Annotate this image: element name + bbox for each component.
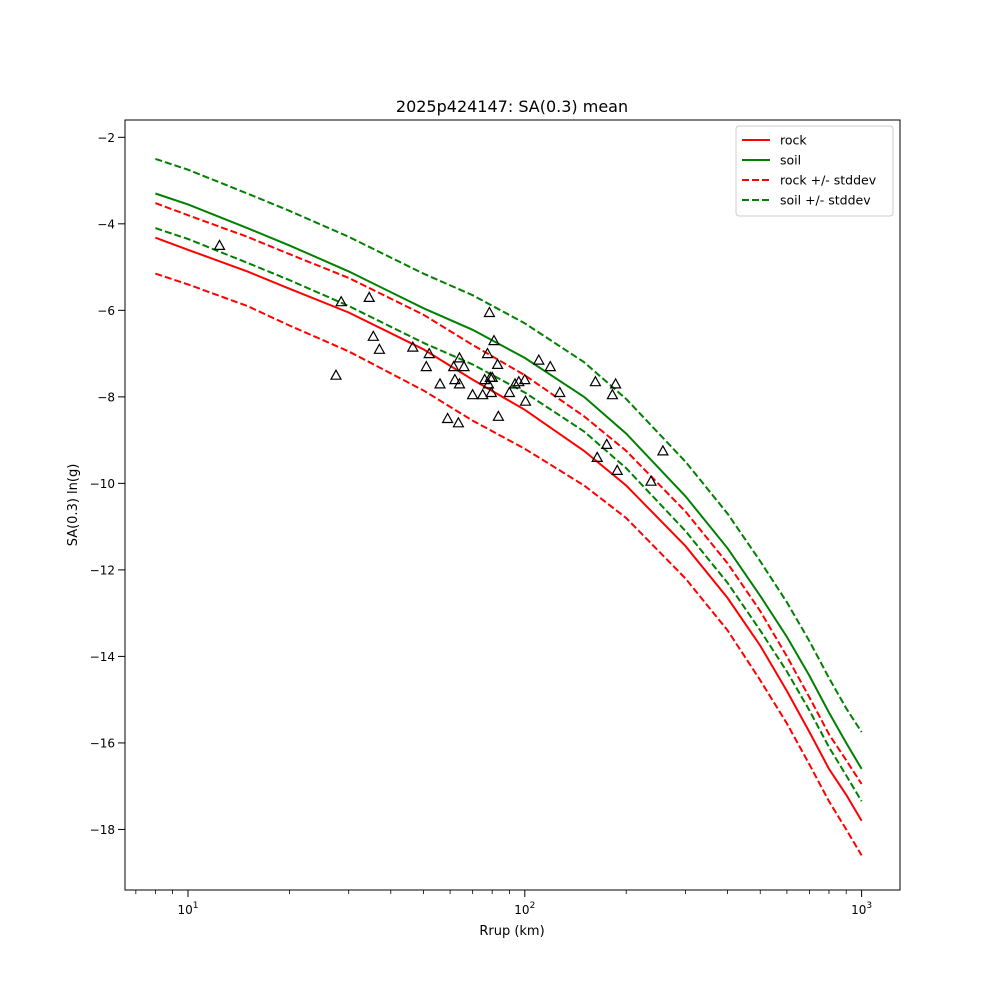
observation-marker-10 <box>441 412 454 424</box>
observation-marker-27 <box>491 358 504 369</box>
observation-marker-8 <box>423 347 436 359</box>
observation-marker-28 <box>492 410 505 421</box>
observation-marker-42 <box>611 464 624 475</box>
observation-marker-4 <box>367 330 380 341</box>
y-tick-label: −16 <box>90 736 115 750</box>
observation-marker-6 <box>406 340 419 352</box>
observation-marker-44 <box>656 444 669 456</box>
y-tick-label: −10 <box>90 477 115 491</box>
y-tick-label: −4 <box>97 217 115 231</box>
y-tick-label: −6 <box>97 304 115 318</box>
x-axis-label: Rrup (km) <box>479 924 544 939</box>
y-tick-label: −2 <box>97 131 115 145</box>
observation-marker-43 <box>644 474 658 486</box>
observation-marker-40 <box>606 388 619 400</box>
observation-marker-35 <box>544 360 557 372</box>
observation-marker-9 <box>433 377 447 389</box>
observations-layer <box>213 239 669 486</box>
observation-marker-1 <box>329 368 343 380</box>
observation-marker-26 <box>487 334 501 346</box>
observation-marker-25 <box>486 371 499 382</box>
observation-marker-13 <box>452 416 465 428</box>
observation-marker-5 <box>373 343 386 354</box>
series-line-soil-stddev-4 <box>155 157 863 733</box>
y-tick-label: −18 <box>90 823 115 837</box>
series-line-soil-1 <box>155 192 863 770</box>
observation-marker-37 <box>589 375 602 387</box>
y-tick-label: −14 <box>90 650 115 664</box>
legend-label: soil +/- stddev <box>780 193 871 208</box>
observation-marker-33 <box>519 394 532 406</box>
observation-marker-36 <box>553 386 566 398</box>
observation-marker-3 <box>363 291 376 302</box>
observation-marker-16 <box>457 360 471 372</box>
series-line-rock-stddev-2 <box>155 202 863 785</box>
observation-marker-7 <box>420 360 433 372</box>
observation-marker-18 <box>476 388 489 400</box>
observation-marker-0 <box>213 239 226 250</box>
chart-title: 2025p424147: SA(0.3) mean <box>396 97 628 116</box>
x-tick-label: 102 <box>514 901 535 917</box>
series-line-rock-stddev-3 <box>155 272 863 856</box>
legend-label: soil <box>780 153 801 168</box>
observation-marker-17 <box>466 388 479 400</box>
plot-area-frame <box>124 119 901 891</box>
y-axis: −18 −16 −14 −12 −10 −8 −6 −4 −2 <box>90 131 125 837</box>
y-axis-label: SA(0.3) ln(g) <box>66 464 81 547</box>
legend-label: rock +/- stddev <box>780 173 877 188</box>
observation-marker-20 <box>481 347 494 359</box>
observation-marker-22 <box>483 306 496 318</box>
observation-marker-11 <box>447 360 460 372</box>
observation-marker-24 <box>485 386 498 398</box>
y-tick-label: −12 <box>90 563 115 577</box>
observation-marker-12 <box>448 373 461 385</box>
legend-label: rock <box>780 133 807 148</box>
observation-marker-2 <box>335 295 348 307</box>
legend: rock soil rock +/- stddev soil +/- stddev <box>735 125 894 217</box>
x-tick-label: 103 <box>851 901 872 917</box>
observation-marker-41 <box>609 377 622 389</box>
observation-marker-29 <box>503 386 516 398</box>
observation-marker-39 <box>600 438 613 449</box>
observation-marker-14 <box>453 351 466 363</box>
observation-marker-15 <box>453 377 466 389</box>
observation-marker-30 <box>508 377 522 389</box>
observation-marker-32 <box>518 373 531 385</box>
legend-box <box>735 125 894 217</box>
observation-marker-34 <box>532 353 545 365</box>
series-line-soil-stddev-5 <box>155 227 863 802</box>
x-tick-label: 101 <box>178 901 199 917</box>
y-tick-label: −8 <box>97 390 115 404</box>
series-layer <box>155 157 863 856</box>
observation-marker-38 <box>591 451 604 462</box>
series-line-rock-0 <box>155 236 863 822</box>
x-axis: 101 102 103 <box>135 890 872 917</box>
observation-marker-21 <box>482 377 495 389</box>
